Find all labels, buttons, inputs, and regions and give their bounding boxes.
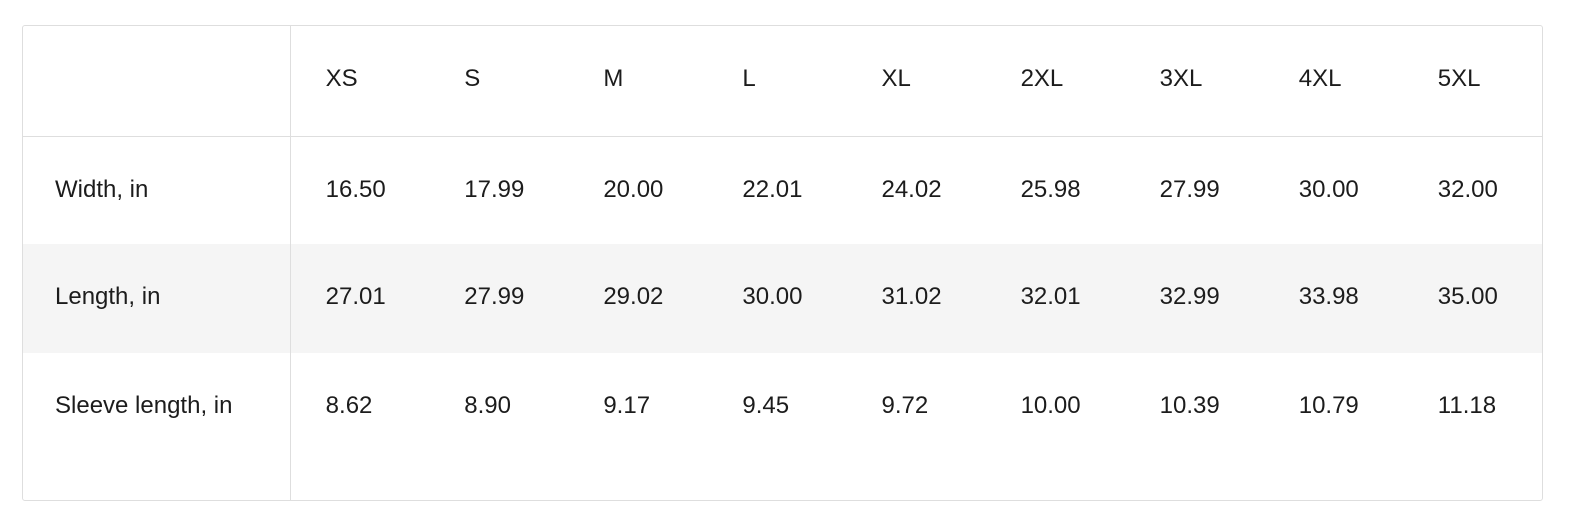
size-header-l: L (707, 26, 847, 137)
table-row: Width, in 16.50 17.99 20.00 22.01 24.02 … (23, 136, 1542, 244)
table-cell: 35.00 (1437, 283, 1498, 310)
size-header-xl: XL (846, 26, 986, 137)
size-header-4xl: 4XL (1263, 26, 1403, 137)
table-cell: 9.17 (603, 392, 651, 419)
table-cell: 32.01 (1020, 283, 1081, 310)
row-label-text: Width, in (55, 175, 149, 203)
size-header-2xl: 2XL (985, 26, 1125, 137)
table-cell: 27.99 (464, 283, 525, 310)
size-header-s: S (429, 26, 569, 137)
table-cell: 20.00 (603, 175, 664, 203)
row-label-text: Length, in (55, 283, 161, 310)
size-header-m: M (568, 26, 708, 137)
table-cell: 31.02 (881, 283, 942, 310)
table-cell: 10.79 (1298, 392, 1359, 419)
corner-cell (23, 26, 291, 137)
table-cell: 9.45 (742, 392, 790, 419)
table-cell: 17.99 (464, 175, 525, 203)
table-cell: 11.18 (1437, 392, 1497, 419)
size-header-5xl: 5XL (1402, 26, 1542, 137)
table-row: Length, in 27.01 27.99 29.02 30.00 31.02… (23, 244, 1542, 353)
table-cell: 27.01 (325, 283, 386, 310)
table-cell: 10.00 (1020, 392, 1081, 419)
table-cell: 16.50 (325, 175, 386, 203)
table-cell: 29.02 (603, 283, 664, 310)
table-cell: 9.72 (881, 392, 929, 419)
size-chart: XS S M L XL 2XL 3XL 4XL 5XL Width, in 16… (23, 26, 1542, 500)
row-label-width: Width, in (23, 136, 291, 244)
table-cell: 33.98 (1298, 283, 1359, 310)
size-header-3xl: 3XL (1124, 26, 1264, 137)
table-cell: 10.39 (1159, 392, 1220, 419)
table-cell: 8.90 (464, 392, 511, 419)
size-header-row: XS S M L XL 2XL 3XL 4XL 5XL (23, 26, 1542, 137)
size-header-xs: XS (290, 26, 430, 137)
table-cell: 25.98 (1020, 175, 1081, 203)
table-cell: 22.01 (742, 175, 803, 203)
table-cell: 27.99 (1159, 175, 1220, 203)
size-chart-table: XS S M L XL 2XL 3XL 4XL 5XL Width, in 16… (22, 25, 1543, 501)
table-cell: 30.00 (742, 283, 803, 310)
table-cell: 32.00 (1437, 175, 1498, 203)
table-row: Sleeve length, in 8.62 8.90 9.17 9.45 9.… (23, 353, 1542, 500)
row-label-text: Sleeve length, in (55, 392, 233, 419)
table-cell: 30.00 (1298, 175, 1359, 203)
table-cell: 24.02 (881, 175, 942, 203)
table-cell: 32.99 (1159, 283, 1220, 310)
table-cell: 8.62 (325, 392, 373, 419)
row-label-length: Length, in (23, 244, 291, 353)
row-label-sleeve-length: Sleeve length, in (23, 353, 291, 500)
